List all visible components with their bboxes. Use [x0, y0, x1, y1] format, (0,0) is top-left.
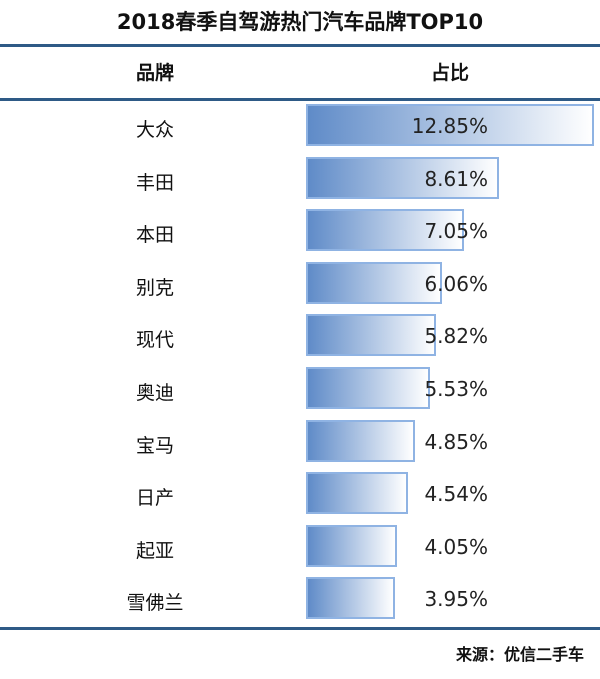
table-row: 雪佛兰 3.95%	[0, 574, 600, 626]
data-bar	[306, 209, 464, 252]
data-bar	[306, 419, 415, 462]
bottom-rule	[0, 627, 600, 630]
brand-label: 别克	[135, 276, 174, 299]
value-label: 4.85%	[424, 429, 488, 454]
header-brand: 品牌	[135, 62, 174, 84]
table-row: 丰田 8.61%	[0, 154, 600, 206]
brand-label: 本田	[135, 224, 174, 247]
data-bar	[306, 156, 499, 199]
data-bar	[306, 577, 395, 620]
table-row: 别克 6.06%	[0, 259, 600, 311]
header-share: 占比	[430, 62, 469, 84]
brand-label: 现代	[135, 329, 174, 352]
table-row: 日产 4.54%	[0, 469, 600, 521]
data-bar	[306, 104, 594, 146]
data-bar	[306, 367, 430, 409]
brand-label: 日产	[135, 487, 174, 510]
data-bar	[306, 472, 408, 515]
source-note: 来源：优信二手车	[455, 645, 584, 664]
table-row: 本田 7.05%	[0, 206, 600, 258]
table-row: 起亚 4.05%	[0, 522, 600, 574]
brand-label: 奥迪	[135, 382, 174, 404]
value-label: 5.53%	[424, 377, 488, 401]
brand-label: 丰田	[135, 171, 174, 194]
value-label: 7.05%	[424, 219, 488, 244]
value-label: 5.82%	[424, 324, 488, 349]
brand-label: 大众	[135, 119, 174, 141]
value-label: 12.85%	[411, 114, 488, 138]
brand-label: 宝马	[135, 434, 174, 457]
data-bar	[306, 524, 397, 567]
brand-label: 起亚	[135, 539, 174, 562]
top-rule	[0, 44, 600, 47]
value-label: 8.61%	[424, 166, 488, 191]
data-bar	[306, 261, 442, 304]
data-bar	[306, 314, 437, 357]
table-row: 大众 12.85%	[0, 101, 600, 153]
value-label: 4.54%	[424, 482, 488, 507]
chart-title: 2018春季自驾游热门汽车品牌TOP10	[116, 10, 484, 34]
value-label: 6.06%	[424, 271, 488, 296]
brand-label: 雪佛兰	[126, 592, 184, 615]
table-row: 现代 5.82%	[0, 311, 600, 363]
table-row: 奥迪 5.53%	[0, 364, 600, 416]
value-label: 3.95%	[424, 587, 488, 612]
table-row: 宝马 4.85%	[0, 417, 600, 469]
header-rule	[0, 98, 600, 101]
value-label: 4.05%	[424, 534, 488, 559]
